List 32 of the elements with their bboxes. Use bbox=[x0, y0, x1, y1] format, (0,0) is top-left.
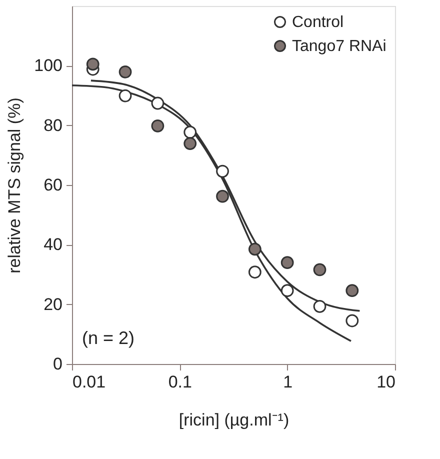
legend-label: Control bbox=[292, 14, 344, 31]
point bbox=[151, 96, 164, 110]
point bbox=[184, 126, 197, 139]
annotation: (n = 2) bbox=[82, 328, 135, 348]
point bbox=[248, 266, 262, 279]
x-tick-label: 0.01 bbox=[72, 372, 106, 392]
legend-label: Tango7 RNAi bbox=[292, 38, 386, 55]
x-axis-title: [ricin] (µg.ml⁻¹) bbox=[178, 410, 290, 430]
y-tick-label: 40 bbox=[44, 235, 62, 254]
point bbox=[216, 164, 229, 178]
point bbox=[216, 190, 229, 203]
point bbox=[248, 242, 262, 256]
point bbox=[184, 137, 197, 150]
point bbox=[280, 284, 294, 298]
point bbox=[313, 300, 326, 313]
point bbox=[280, 256, 294, 270]
y-tick-label: 0 bbox=[53, 354, 62, 374]
y-tick-label: 60 bbox=[44, 176, 62, 194]
x-tick-label: 1 bbox=[283, 372, 293, 392]
y-tick-label: 20 bbox=[44, 294, 62, 314]
point bbox=[118, 65, 132, 78]
y-tick-label: 100 bbox=[34, 56, 62, 76]
y-axis-title: relative MTS signal (%) bbox=[5, 98, 24, 274]
point bbox=[346, 284, 359, 298]
point bbox=[118, 89, 132, 102]
y-tick-label: 80 bbox=[44, 116, 62, 135]
point bbox=[151, 119, 164, 132]
x-tick-label: 0.1 bbox=[168, 372, 192, 392]
x-tick-label: 10 bbox=[376, 372, 396, 392]
point bbox=[346, 314, 359, 328]
point bbox=[313, 263, 326, 276]
point bbox=[86, 58, 100, 71]
